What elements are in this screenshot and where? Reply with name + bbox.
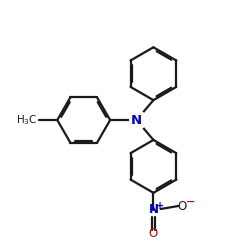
Text: H$_3$C: H$_3$C: [16, 113, 38, 127]
Text: N: N: [131, 114, 142, 126]
Text: N: N: [148, 204, 158, 216]
Text: +: +: [156, 201, 164, 211]
Text: O: O: [149, 227, 158, 240]
Text: O: O: [177, 200, 186, 212]
Text: −: −: [186, 196, 196, 206]
